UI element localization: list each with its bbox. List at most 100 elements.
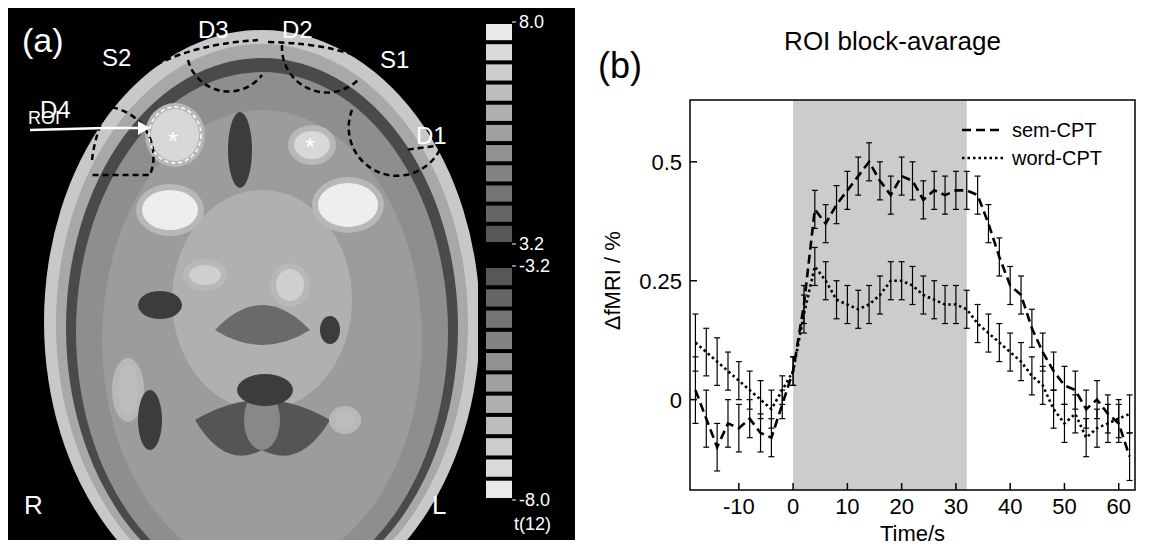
roi-arrow — [30, 128, 148, 130]
error-bar — [899, 157, 905, 195]
error-stem — [890, 262, 891, 300]
error-cap — [1029, 347, 1035, 348]
error-bar — [834, 186, 840, 224]
error-bar — [1061, 404, 1067, 442]
activation — [189, 265, 221, 285]
error-stem — [912, 266, 913, 304]
error-bar — [996, 238, 1002, 276]
error-bar — [1083, 419, 1089, 457]
error-stem — [1031, 357, 1032, 395]
error-cap — [1072, 432, 1078, 433]
error-cap — [790, 385, 796, 386]
region-label: R — [24, 490, 43, 520]
error-stem — [999, 324, 1000, 362]
error-cap — [812, 247, 818, 248]
error-cap — [823, 204, 829, 205]
error-bar — [725, 400, 731, 448]
region-label: ROI — [28, 108, 60, 128]
error-stem — [1020, 343, 1021, 381]
error-bar — [1072, 395, 1078, 433]
y-tick-label: 0.5 — [651, 150, 682, 175]
error-cap — [964, 290, 970, 291]
error-stem — [1086, 419, 1087, 457]
error-bar — [758, 414, 764, 452]
error-stem — [793, 357, 794, 386]
activation-halo — [288, 125, 336, 165]
error-cap — [1040, 366, 1046, 367]
error-cap — [1105, 404, 1111, 405]
error-cap — [931, 318, 937, 319]
error-stem — [706, 390, 707, 447]
error-cap — [855, 328, 861, 329]
error-cap — [1018, 342, 1024, 343]
x-tick-label: 50 — [1052, 494, 1076, 519]
error-cap — [953, 209, 959, 210]
error-cap — [920, 218, 926, 219]
error-cap — [1018, 313, 1024, 314]
error-cap — [942, 323, 948, 324]
error-cap — [1051, 390, 1057, 391]
error-cap — [1051, 428, 1057, 429]
error-stem — [999, 238, 1000, 276]
activation-halo — [329, 406, 361, 434]
error-stem — [1064, 404, 1065, 442]
deactivation — [138, 291, 182, 319]
colorbar-cell — [486, 105, 512, 121]
error-cap — [801, 294, 807, 295]
error-bar — [725, 352, 731, 390]
error-cap — [1127, 432, 1133, 433]
error-cap — [736, 361, 742, 362]
error-stem — [923, 276, 924, 314]
deactivation — [320, 316, 340, 344]
error-cap — [1127, 432, 1133, 433]
error-cap — [1116, 437, 1122, 438]
x-tick — [901, 483, 903, 490]
error-cap — [823, 299, 829, 300]
error-bar — [953, 171, 959, 209]
plot-area — [692, 100, 1132, 490]
error-cap — [768, 390, 774, 391]
error-cap — [1018, 275, 1024, 276]
error-stem — [803, 295, 804, 333]
error-bar — [855, 290, 861, 328]
region-label: * — [168, 126, 178, 156]
error-cap — [1061, 404, 1067, 405]
error-stem — [738, 404, 739, 452]
error-bar — [1127, 395, 1133, 433]
error-stem — [1010, 266, 1011, 304]
colorbar-cell — [486, 125, 512, 141]
error-cap — [834, 318, 840, 319]
error-cap — [888, 175, 894, 176]
error-stem — [706, 328, 707, 376]
y-tick — [690, 280, 697, 282]
error-cap — [1072, 394, 1078, 395]
error-stem — [988, 205, 989, 243]
ventricle — [215, 305, 310, 345]
error-stem — [1042, 333, 1043, 371]
error-cap — [964, 171, 970, 172]
error-cap — [812, 285, 818, 286]
colorbar-tick — [512, 266, 516, 267]
error-cap — [910, 266, 916, 267]
colorbar-cell — [486, 226, 512, 242]
error-stem — [1096, 409, 1097, 447]
error-cap — [899, 261, 905, 262]
error-cap — [736, 404, 742, 405]
error-cap — [790, 356, 796, 357]
error-cap — [790, 385, 796, 386]
panel-a: (a)S2D3D2S1D4D1ROI**RL8.03.2-3.2-8.0t(12… — [8, 8, 575, 548]
deactivation — [138, 390, 162, 450]
error-bar — [768, 390, 774, 428]
error-cap — [725, 447, 731, 448]
error-cap — [1083, 390, 1089, 391]
probe-outline — [268, 42, 446, 150]
error-cap — [953, 323, 959, 324]
legend-swatch — [962, 157, 1004, 160]
panel-letter: (a) — [22, 21, 64, 59]
error-cap — [834, 185, 840, 186]
error-cap — [1083, 456, 1089, 457]
x-tick-label: 30 — [944, 494, 968, 519]
error-cap — [920, 275, 926, 276]
error-cap — [725, 399, 731, 400]
x-tick — [738, 483, 740, 490]
